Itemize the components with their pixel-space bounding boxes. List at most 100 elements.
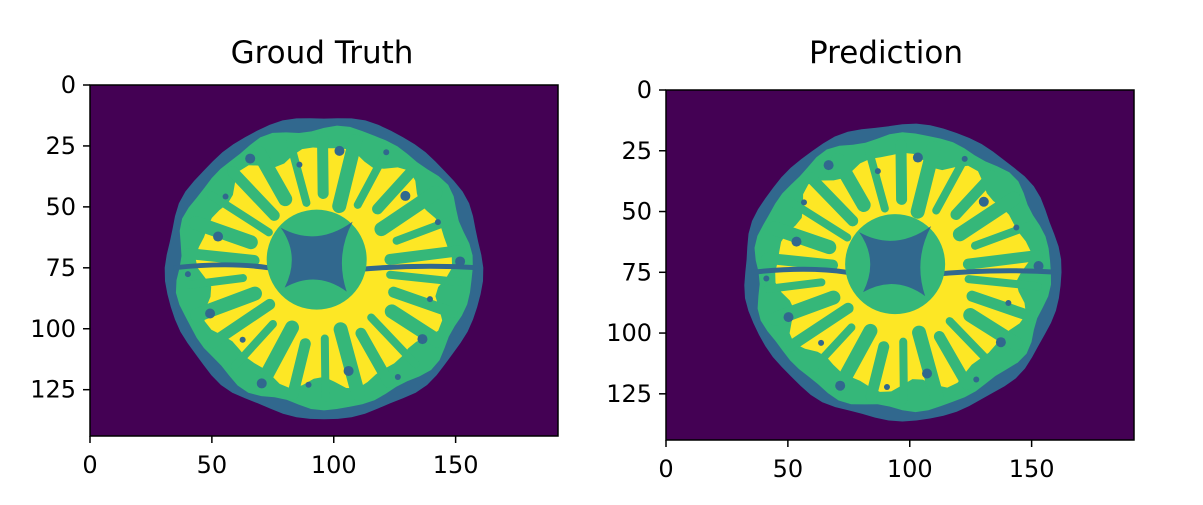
sulcus-mark bbox=[213, 231, 224, 242]
gyrus-mark bbox=[761, 252, 839, 271]
sulcus-mark bbox=[874, 168, 881, 175]
x-tick-label: 100 bbox=[311, 451, 357, 479]
gyrus-mark bbox=[864, 144, 889, 213]
gyrus-mark bbox=[227, 165, 280, 221]
y-tick-label: 25 bbox=[45, 132, 76, 160]
sulcus-mark bbox=[1005, 299, 1012, 306]
gyrus-mark bbox=[189, 216, 258, 250]
gyrus-mark bbox=[252, 146, 293, 207]
sulcus-mark bbox=[961, 155, 968, 162]
y-tick-label: 50 bbox=[45, 193, 76, 221]
gyrus-mark bbox=[353, 148, 391, 209]
x-tick-label: 50 bbox=[197, 451, 228, 479]
gyrus-mark bbox=[320, 334, 330, 402]
gyrus-mark bbox=[899, 337, 908, 404]
x-tick-label: 150 bbox=[433, 451, 479, 479]
sulcus-mark bbox=[995, 337, 1006, 348]
x-tick-label: 0 bbox=[82, 451, 97, 479]
sulcus-mark bbox=[883, 384, 890, 391]
sulcus-mark bbox=[383, 149, 390, 156]
plot-frame bbox=[89, 84, 559, 437]
gyrus-mark bbox=[963, 308, 1023, 351]
y-axis: 0 25 50 75 100 125 bbox=[30, 71, 90, 404]
gyrus-mark bbox=[207, 191, 273, 237]
x-tick-label: 150 bbox=[1009, 455, 1055, 483]
gyrus-mark bbox=[833, 323, 878, 393]
gyrus-mark bbox=[809, 323, 856, 373]
prediction-panel: Prediction 0 50 100 150 0 25 50 75 100 125 bbox=[606, 35, 1135, 483]
sulcus-mark bbox=[455, 256, 466, 267]
plot-frame bbox=[665, 89, 1135, 441]
x-tick-label: 100 bbox=[887, 455, 933, 483]
sulcus-mark bbox=[184, 271, 191, 278]
sulcus-mark bbox=[245, 153, 256, 164]
y-tick-label: 125 bbox=[30, 376, 76, 404]
ventricle-region bbox=[859, 226, 932, 297]
x-tick-label: 50 bbox=[773, 455, 804, 483]
sulcus-mark bbox=[1013, 224, 1020, 231]
gyrus-mark bbox=[388, 286, 458, 319]
sulcus-mark bbox=[783, 312, 794, 323]
sulcus-mark bbox=[434, 219, 441, 226]
gyrus-mark bbox=[933, 331, 973, 391]
gyrus-mark bbox=[805, 172, 859, 227]
gyrus-mark bbox=[374, 185, 443, 237]
sulcus-mark bbox=[912, 152, 923, 163]
gyrus-mark bbox=[865, 341, 890, 402]
x-tick-label: 0 bbox=[658, 455, 673, 483]
gyrus-mark bbox=[384, 304, 444, 348]
gyrus-mark bbox=[971, 221, 1034, 250]
gyrus-mark bbox=[785, 302, 854, 352]
gyrus-mark bbox=[830, 153, 871, 212]
sulcus-mark bbox=[400, 190, 411, 201]
gyrus-mark bbox=[952, 191, 1021, 242]
gyrus-mark bbox=[355, 327, 395, 388]
gyrus-mark bbox=[785, 197, 852, 242]
gyrus-mark bbox=[285, 137, 311, 207]
gyrus-mark bbox=[945, 317, 998, 371]
sulcus-mark bbox=[343, 365, 354, 376]
y-tick-label: 100 bbox=[606, 319, 652, 347]
ground-truth-panel: Groud Truth 0 50 100 150 0 25 50 75 100 125 bbox=[30, 35, 559, 479]
sulcus-mark bbox=[818, 339, 825, 346]
y-tick-label: 100 bbox=[30, 315, 76, 343]
fissure-left bbox=[173, 262, 269, 271]
fissure-left bbox=[751, 266, 848, 275]
sulcus-mark bbox=[791, 236, 802, 247]
sulcus-mark bbox=[394, 374, 401, 381]
gyrus-mark bbox=[964, 275, 1042, 291]
chart-title: Groud Truth bbox=[231, 35, 414, 71]
gyrus-mark bbox=[966, 290, 1036, 322]
sulcus-mark bbox=[763, 275, 770, 282]
x-axis: 0 50 100 150 bbox=[82, 436, 479, 479]
sulcus-mark bbox=[205, 308, 216, 319]
sulcus-mark bbox=[922, 368, 933, 379]
gyrus-mark bbox=[962, 250, 1044, 270]
gyrus-mark bbox=[767, 221, 837, 255]
gyrus-mark bbox=[317, 132, 329, 199]
gyrus-mark bbox=[184, 274, 247, 289]
sulcus-mark bbox=[800, 199, 807, 206]
sulcus-mark bbox=[305, 381, 312, 388]
y-tick-label: 25 bbox=[621, 137, 652, 165]
fissure-right bbox=[933, 268, 1058, 277]
gyrus-mark bbox=[183, 248, 260, 266]
y-tick-label: 0 bbox=[61, 71, 76, 99]
gyrus-mark bbox=[932, 154, 969, 215]
gyrus-mark bbox=[950, 170, 998, 220]
gyrus-mark bbox=[207, 298, 276, 349]
x-axis: 0 50 100 150 bbox=[658, 440, 1055, 483]
gyrus-mark bbox=[287, 338, 311, 400]
y-tick-label: 50 bbox=[621, 198, 652, 226]
heatmap-image bbox=[666, 90, 1134, 440]
ventricle-region bbox=[280, 221, 353, 292]
gyrus-mark bbox=[230, 319, 277, 371]
sulcus-mark bbox=[296, 161, 303, 168]
sulcus-mark bbox=[239, 336, 246, 343]
gyrus-mark bbox=[392, 216, 455, 245]
gyrus-mark bbox=[254, 320, 299, 391]
sulcus-mark bbox=[426, 296, 433, 303]
y-tick-label: 75 bbox=[45, 254, 76, 282]
sulcus-mark bbox=[978, 196, 989, 207]
y-tick-label: 75 bbox=[621, 258, 652, 286]
